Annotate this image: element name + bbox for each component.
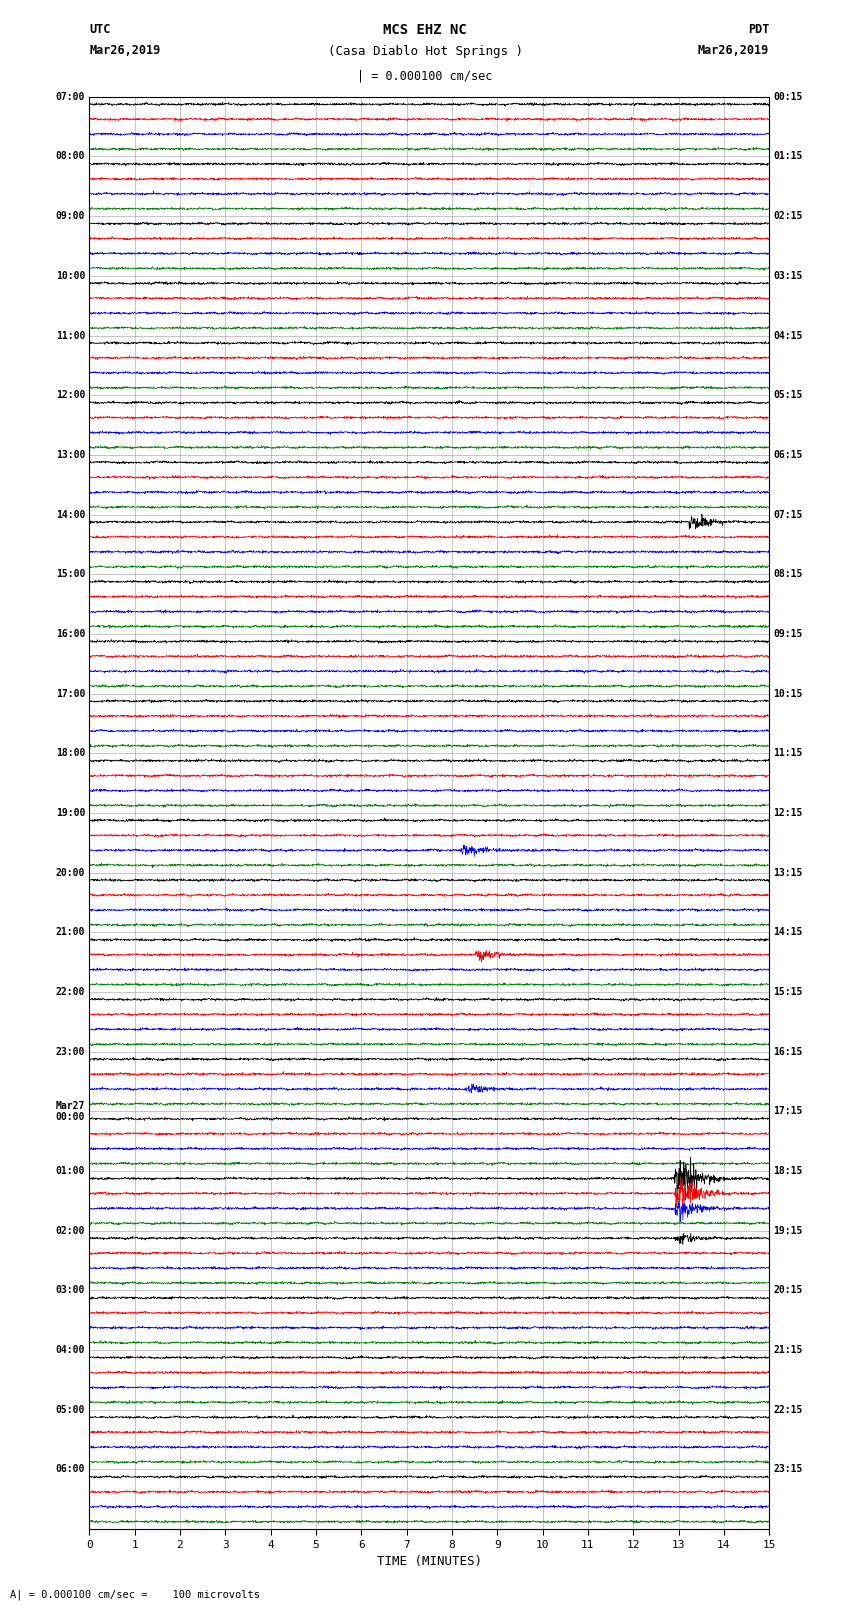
Text: 16:00: 16:00 <box>56 629 85 639</box>
Text: Mar27
00:00: Mar27 00:00 <box>56 1100 85 1123</box>
Text: 13:15: 13:15 <box>774 868 802 877</box>
Text: 01:15: 01:15 <box>774 152 802 161</box>
Text: 18:00: 18:00 <box>56 748 85 758</box>
Text: 09:00: 09:00 <box>56 211 85 221</box>
Text: 00:15: 00:15 <box>774 92 802 102</box>
Text: | = 0.000100 cm/sec: | = 0.000100 cm/sec <box>357 69 493 82</box>
Text: 18:15: 18:15 <box>774 1166 802 1176</box>
Text: 11:15: 11:15 <box>774 748 802 758</box>
Text: 10:00: 10:00 <box>56 271 85 281</box>
Text: 13:00: 13:00 <box>56 450 85 460</box>
Text: MCS EHZ NC: MCS EHZ NC <box>383 23 467 37</box>
Text: 16:15: 16:15 <box>774 1047 802 1057</box>
Text: Mar26,2019: Mar26,2019 <box>698 44 769 56</box>
Text: 09:15: 09:15 <box>774 629 802 639</box>
Text: (Casa Diablo Hot Springs ): (Casa Diablo Hot Springs ) <box>327 45 523 58</box>
Text: 06:15: 06:15 <box>774 450 802 460</box>
Text: UTC: UTC <box>89 23 110 35</box>
Text: 04:15: 04:15 <box>774 331 802 340</box>
Text: 21:00: 21:00 <box>56 927 85 937</box>
Text: A| = 0.000100 cm/sec =    100 microvolts: A| = 0.000100 cm/sec = 100 microvolts <box>10 1589 260 1600</box>
Text: 17:15: 17:15 <box>774 1107 802 1116</box>
Text: 03:00: 03:00 <box>56 1286 85 1295</box>
Text: Mar26,2019: Mar26,2019 <box>89 44 161 56</box>
Text: 02:15: 02:15 <box>774 211 802 221</box>
Text: 11:00: 11:00 <box>56 331 85 340</box>
Text: 05:15: 05:15 <box>774 390 802 400</box>
Text: 06:00: 06:00 <box>56 1465 85 1474</box>
Text: 04:00: 04:00 <box>56 1345 85 1355</box>
Text: 08:00: 08:00 <box>56 152 85 161</box>
Text: 22:15: 22:15 <box>774 1405 802 1415</box>
X-axis label: TIME (MINUTES): TIME (MINUTES) <box>377 1555 482 1568</box>
Text: PDT: PDT <box>748 23 769 35</box>
Text: 21:15: 21:15 <box>774 1345 802 1355</box>
Text: 17:00: 17:00 <box>56 689 85 698</box>
Text: 15:00: 15:00 <box>56 569 85 579</box>
Text: 07:00: 07:00 <box>56 92 85 102</box>
Text: 23:00: 23:00 <box>56 1047 85 1057</box>
Text: 10:15: 10:15 <box>774 689 802 698</box>
Text: 14:15: 14:15 <box>774 927 802 937</box>
Text: 07:15: 07:15 <box>774 510 802 519</box>
Text: 20:15: 20:15 <box>774 1286 802 1295</box>
Text: 20:00: 20:00 <box>56 868 85 877</box>
Text: 23:15: 23:15 <box>774 1465 802 1474</box>
Text: 14:00: 14:00 <box>56 510 85 519</box>
Text: 15:15: 15:15 <box>774 987 802 997</box>
Text: 19:15: 19:15 <box>774 1226 802 1236</box>
Text: 12:15: 12:15 <box>774 808 802 818</box>
Text: 05:00: 05:00 <box>56 1405 85 1415</box>
Text: 08:15: 08:15 <box>774 569 802 579</box>
Text: 19:00: 19:00 <box>56 808 85 818</box>
Text: 02:00: 02:00 <box>56 1226 85 1236</box>
Text: 03:15: 03:15 <box>774 271 802 281</box>
Text: 01:00: 01:00 <box>56 1166 85 1176</box>
Text: 12:00: 12:00 <box>56 390 85 400</box>
Text: 22:00: 22:00 <box>56 987 85 997</box>
